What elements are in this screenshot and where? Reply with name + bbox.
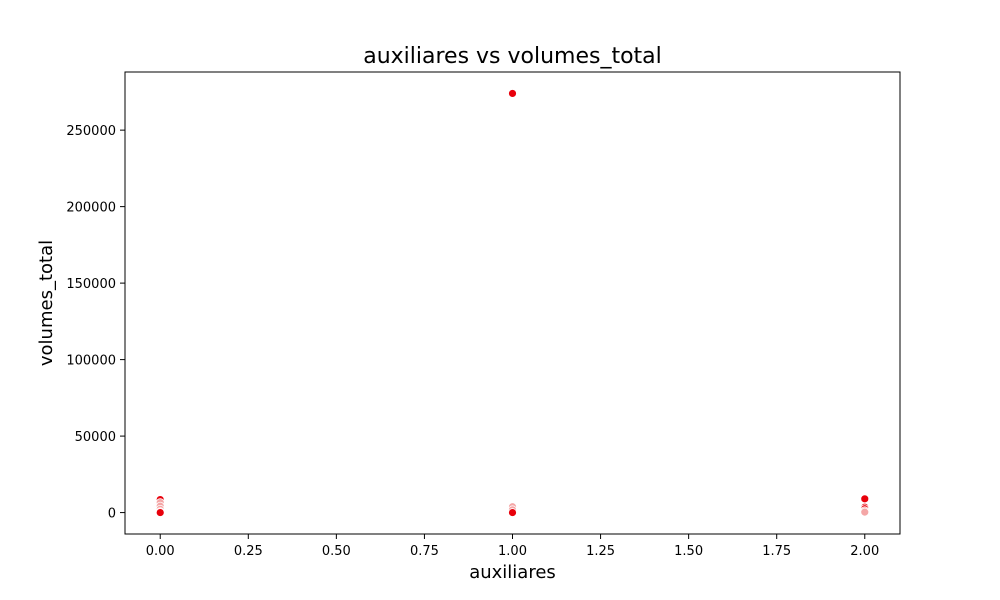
y-axis: 0 50000 100000 150000 200000 250000 <box>66 124 125 522</box>
y-axis-label: volumes_total <box>36 240 57 366</box>
y-tick-label: 50000 <box>75 430 116 445</box>
y-tick-label: 200000 <box>66 201 116 216</box>
y-tick-label: 150000 <box>66 277 116 292</box>
x-tick-label: 1.50 <box>674 544 703 559</box>
data-points <box>155 89 870 517</box>
x-tick-label: 0.00 <box>146 544 175 559</box>
scatter-point <box>508 508 517 517</box>
x-axis-label: auxiliares <box>469 562 556 583</box>
x-tick-label: 0.50 <box>322 544 351 559</box>
chart-title: auxiliares vs volumes_total <box>363 44 662 69</box>
plot-area-frame <box>124 71 901 535</box>
scatter-point <box>860 494 870 504</box>
y-tick-label: 100000 <box>66 354 116 369</box>
x-tick-label: 1.25 <box>586 544 615 559</box>
x-tick-label: 0.75 <box>410 544 439 559</box>
x-axis: 0.00 0.25 0.50 0.75 1.00 1.25 1.50 1.75 2.00 <box>146 534 879 559</box>
y-tick-label: 0 <box>108 507 116 522</box>
scatter-point <box>860 507 870 517</box>
x-tick-label: 0.25 <box>234 544 263 559</box>
x-tick-label: 1.00 <box>498 544 527 559</box>
scatter-point <box>508 89 517 98</box>
x-tick-label: 1.75 <box>762 544 791 559</box>
scatter-point <box>155 508 165 517</box>
x-tick-label: 2.00 <box>850 544 879 559</box>
y-tick-label: 250000 <box>66 124 116 139</box>
